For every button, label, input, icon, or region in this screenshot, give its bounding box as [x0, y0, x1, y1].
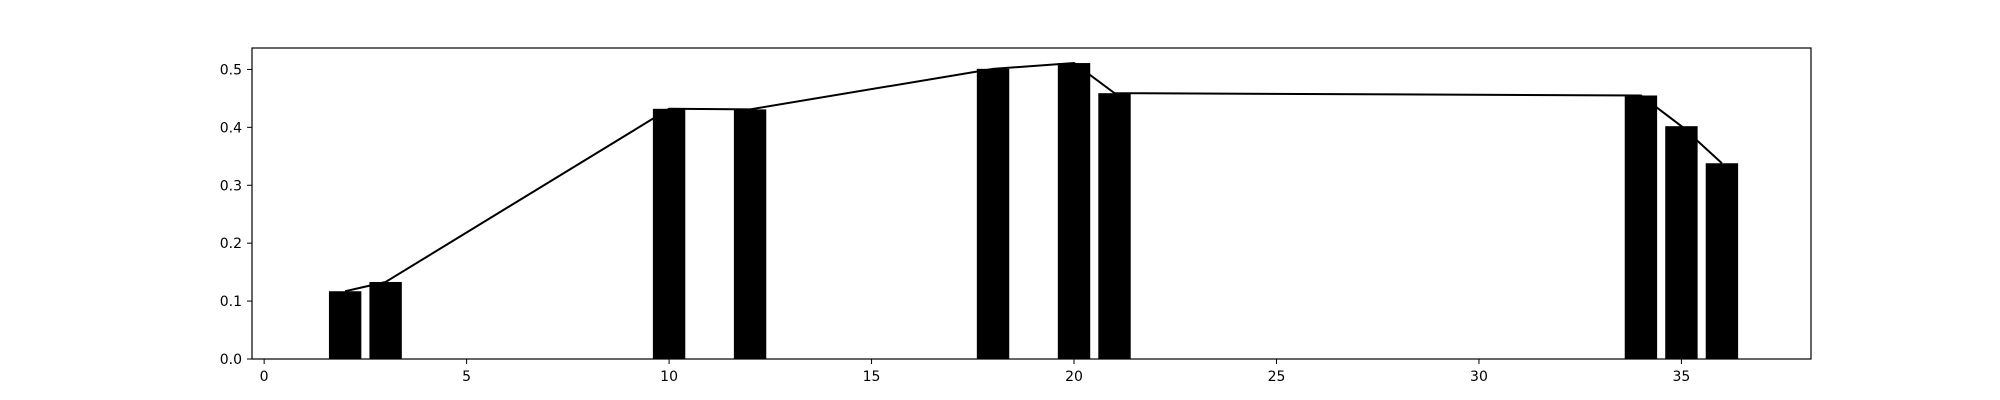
x-tick-label: 5: [462, 369, 471, 385]
trend-line: [344, 62, 1723, 293]
x-axis: 0 5 10 15 20 25 30 35: [260, 359, 1691, 385]
y-tick-label: 0.4: [220, 120, 242, 136]
bar: [733, 109, 767, 360]
y-tick-label: 0.2: [220, 236, 242, 252]
x-tick-label: 0: [260, 369, 269, 385]
x-tick-label: 10: [660, 369, 678, 385]
bar: [1057, 63, 1091, 359]
x-tick-label: 30: [1470, 369, 1488, 385]
bar: [1624, 95, 1658, 360]
bar: [1705, 163, 1739, 359]
x-tick-label: 15: [863, 369, 881, 385]
y-tick-label: 0.1: [220, 294, 242, 310]
y-tick-label: 0.3: [220, 178, 242, 194]
x-tick-label: 35: [1673, 369, 1691, 385]
bar-series: [328, 63, 1739, 360]
bar: [976, 68, 1010, 360]
x-tick-label: 20: [1065, 369, 1083, 385]
bar: [652, 108, 686, 359]
y-tick-label: 0.5: [220, 62, 242, 78]
bar: [369, 281, 402, 359]
y-tick-label: 0.0: [220, 352, 242, 368]
x-tick-label: 25: [1268, 369, 1286, 385]
bar: [1665, 126, 1698, 359]
bar: [1098, 93, 1131, 359]
bar: [328, 291, 362, 359]
y-axis: 0.0 0.1 0.2 0.3 0.4 0.5: [220, 62, 252, 368]
plot-area-frame: [251, 47, 1812, 360]
